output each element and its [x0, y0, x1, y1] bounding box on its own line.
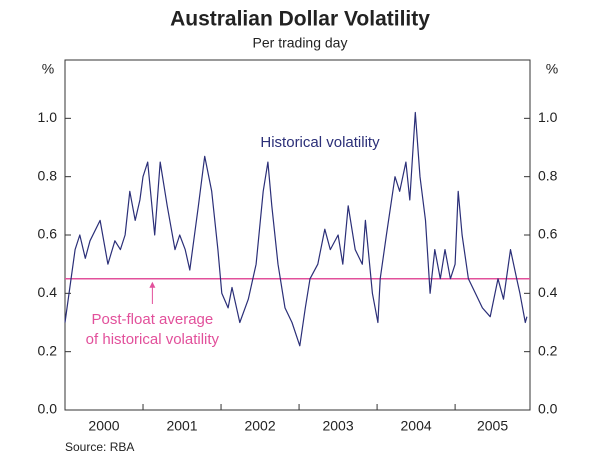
x-tick-label: 2001	[166, 418, 197, 434]
source: Source: RBA	[65, 440, 134, 454]
x-tick-label: 2005	[477, 418, 508, 434]
x-tick-label: 2003	[322, 418, 353, 434]
y2-tick-label: 0.2	[538, 342, 558, 358]
series-line	[64, 111, 528, 347]
plot-frame	[64, 59, 531, 411]
y2-tick-label: 0.6	[538, 226, 558, 242]
y2-tick-label: 0.8	[538, 167, 558, 183]
chart-title: Australian Dollar Volatility	[170, 8, 430, 31]
y-unit: %	[42, 61, 54, 77]
y2-tick-label: 0.4	[538, 284, 558, 300]
series-label: Historical volatility	[260, 134, 380, 151]
y-tick-label: 0.4	[38, 284, 58, 300]
y2-tick-label: 0.0	[538, 401, 558, 417]
annotation: Post-float average	[92, 311, 214, 328]
y-tick-label: 0.0	[38, 401, 58, 417]
y-tick-label: 0.8	[38, 167, 58, 183]
annotation: of historical volatility	[86, 331, 220, 348]
y2-unit: %	[546, 61, 558, 77]
x-tick-label: 2004	[401, 418, 432, 434]
x-tick-label: 2002	[244, 418, 275, 434]
chart-subtitle: Per trading day	[253, 35, 348, 51]
y-tick-label: 1.0	[38, 109, 58, 125]
y2-tick-label: 1.0	[538, 109, 558, 125]
y-tick-label: 0.2	[38, 342, 58, 358]
annotation-arrowhead	[149, 281, 156, 288]
y-tick-label: 0.6	[38, 226, 58, 242]
x-tick-label: 2000	[88, 418, 119, 434]
